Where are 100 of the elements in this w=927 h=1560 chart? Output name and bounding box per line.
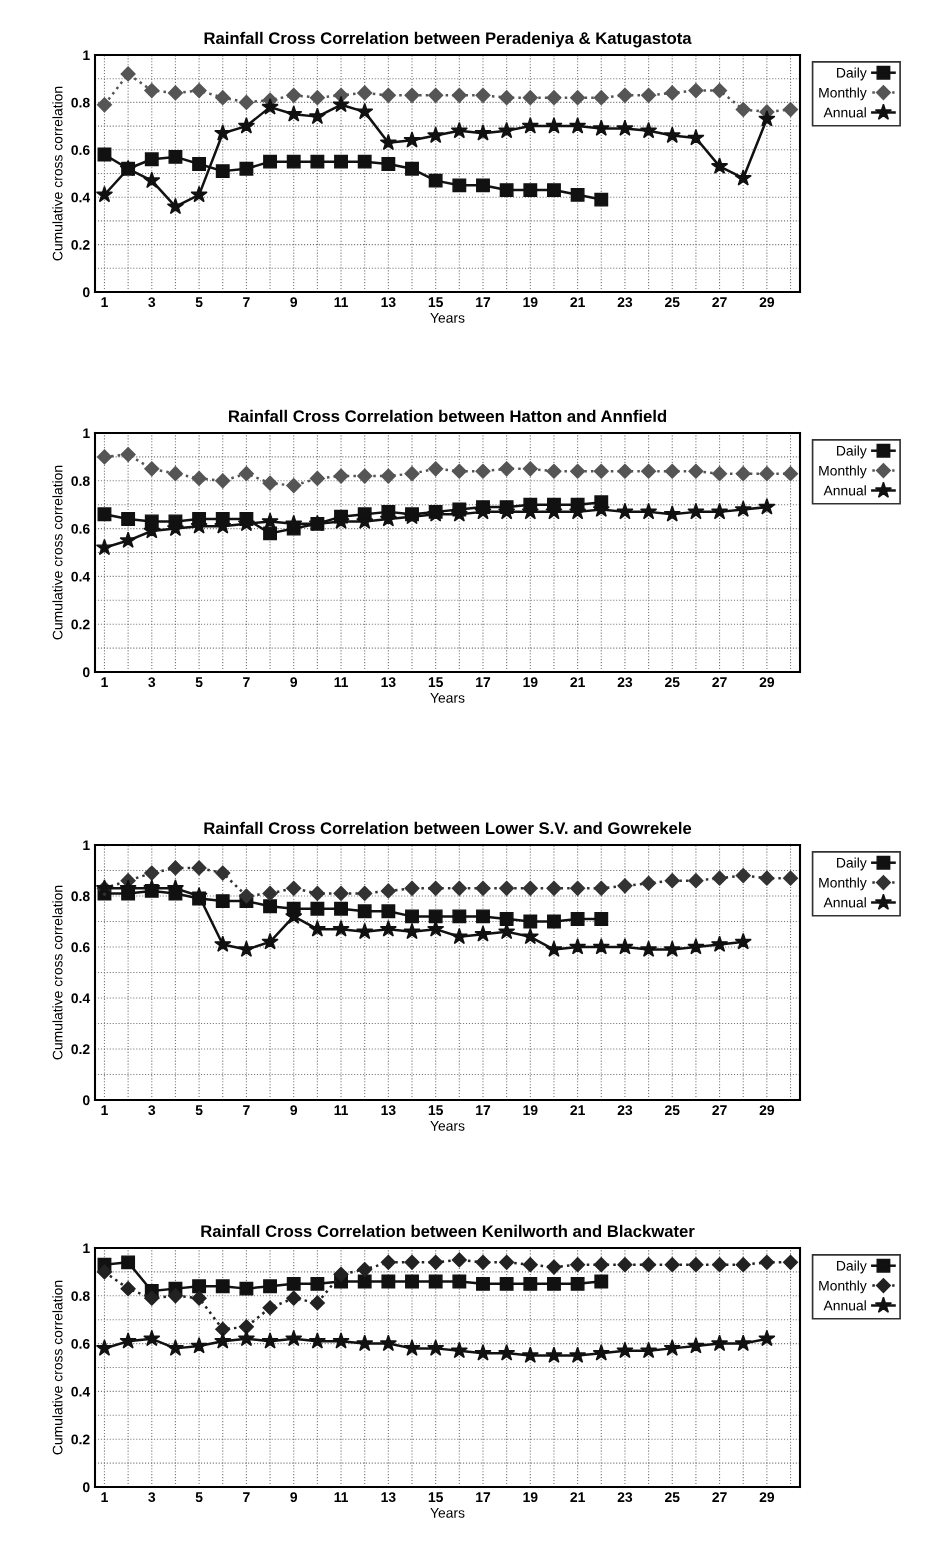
x-tick-label: 13 [381,1105,396,1116]
y-tick-label: 1 [83,50,90,61]
y-axis-title: Cumulative cross correlation [52,885,63,1060]
legend-label: Daily [837,1260,867,1274]
x-tick-label: 1 [101,1492,108,1502]
x-tick-label: 11 [334,1492,348,1502]
chart-title: Rainfall Cross Correlation between Hatton and Annfield [229,409,667,423]
legend-label: Annual [823,1300,866,1311]
y-tick-label: 0.2 [71,239,90,250]
x-tick-label: 3 [148,1105,156,1116]
x-tick-label: 5 [195,297,203,308]
x-tick-label: 21 [570,297,585,307]
chart-title: Rainfall Cross Correlation between Lower S.V. and Gowrekele [204,821,692,835]
x-tick-label: 25 [665,297,680,308]
x-tick-label: 21 [570,1105,585,1115]
x-axis-title: Years [430,1121,465,1131]
y-tick-label: 0.8 [71,476,90,486]
x-tick-label: 29 [759,677,775,688]
x-tick-label: 13 [381,297,396,308]
chart-title: Rainfall Cross Correlation between Peradeniya & Katugastota [204,31,692,48]
legend-label: Daily [837,445,867,459]
legend-label: Annual [823,897,866,908]
x-tick-label: 21 [570,677,585,687]
x-tick-label: 11 [334,677,348,687]
legend-label: Daily [837,857,867,871]
x-tick-label: 23 [617,1492,633,1503]
x-tick-label: 7 [243,1105,250,1115]
x-tick-label: 17 [476,1105,491,1115]
y-axis-title: Cumulative cross correlation [52,465,63,640]
x-tick-label: 19 [523,297,538,308]
x-tick-label: 17 [476,297,491,307]
x-axis-title: Years [430,1508,465,1518]
y-tick-label: 0 [82,1482,90,1493]
x-tick-label: 9 [290,297,298,308]
x-tick-label: 5 [195,677,203,688]
y-tick-label: 0.8 [71,97,90,108]
y-tick-label: 0 [82,667,90,678]
y-tick-label: 0.6 [71,145,90,155]
x-tick-label: 9 [290,677,298,688]
legend-label: Monthly [819,1280,867,1294]
x-tick-label: 17 [476,1492,491,1502]
x-tick-label: 13 [381,677,396,688]
x-tick-label: 19 [523,1105,538,1116]
x-tick-label: 5 [195,1105,203,1116]
y-axis-title: Cumulative cross correlation [52,1280,63,1455]
x-tick-label: 23 [617,1105,633,1116]
x-tick-label: 5 [195,1492,203,1503]
x-tick-label: 9 [290,1492,298,1503]
x-tick-label: 19 [523,1492,538,1503]
y-tick-label: 0.4 [71,993,91,1004]
x-tick-label: 15 [428,1105,444,1116]
x-tick-label: 11 [334,297,348,307]
y-axis-title: Cumulative cross correlation [52,86,63,261]
y-tick-label: 0.4 [71,192,91,203]
x-tick-label: 27 [712,1105,727,1115]
chart-title: Rainfall Cross Correlation between Kenilworth and Blackwater [201,1224,695,1238]
y-tick-label: 0.6 [71,523,90,534]
x-tick-label: 27 [712,1492,727,1502]
y-tick-label: 0.8 [71,891,90,902]
x-tick-label: 15 [428,677,444,688]
y-tick-label: 0.2 [71,619,90,630]
x-tick-label: 3 [148,677,156,688]
y-tick-label: 1 [83,1243,90,1254]
x-tick-label: 21 [570,1492,585,1502]
x-tick-label: 7 [243,677,250,687]
x-tick-label: 25 [665,677,680,688]
x-tick-label: 29 [759,1492,775,1503]
x-tick-label: 11 [334,1105,348,1115]
x-tick-label: 25 [665,1105,680,1116]
y-tick-label: 0.2 [71,1434,90,1445]
x-tick-label: 17 [476,677,491,687]
legend-label: Monthly [819,87,867,101]
x-tick-label: 13 [381,1492,396,1503]
y-tick-label: 0.6 [71,942,90,953]
x-tick-label: 3 [148,297,156,308]
x-tick-label: 7 [243,1492,250,1502]
y-tick-label: 0.8 [71,1291,90,1301]
x-tick-label: 15 [428,1492,444,1503]
y-tick-label: 0.6 [71,1338,90,1349]
legend-label: Monthly [819,877,867,891]
x-tick-label: 23 [617,677,633,688]
y-tick-label: 0 [82,287,90,298]
x-tick-label: 15 [428,297,444,308]
x-tick-label: 23 [617,297,633,308]
x-tick-label: 1 [101,677,108,687]
x-tick-label: 1 [101,297,108,307]
x-tick-label: 29 [759,297,775,308]
y-tick-label: 1 [83,840,90,851]
x-tick-label: 27 [712,297,727,307]
legend-label: Monthly [819,465,867,479]
x-tick-label: 25 [665,1492,680,1503]
y-tick-label: 1 [83,428,90,439]
legend-label: Annual [823,485,866,496]
x-tick-label: 3 [148,1492,156,1503]
legend-label: Daily [837,67,867,81]
x-tick-label: 29 [759,1105,775,1116]
x-tick-label: 9 [290,1105,298,1116]
y-tick-label: 0.4 [71,1386,91,1397]
x-axis-title: Years [430,313,465,323]
y-tick-label: 0.2 [71,1044,90,1055]
